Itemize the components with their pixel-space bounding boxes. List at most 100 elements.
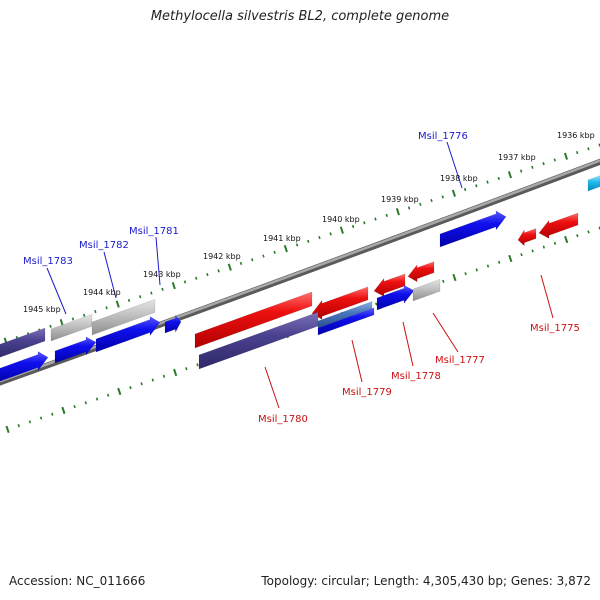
label-leader-lines: [46, 141, 554, 409]
tick-minor: [575, 150, 579, 155]
gene-arrow-reverse: [517, 228, 537, 247]
tick-major: [173, 368, 178, 377]
tick-minor: [475, 268, 479, 272]
tick-minor: [17, 424, 20, 428]
tick-minor: [196, 363, 199, 367]
tick-minor: [576, 234, 579, 238]
gene-arrow-forward: [54, 336, 97, 364]
tick-major: [283, 245, 288, 253]
tick-minor: [419, 202, 422, 206]
tick-minor: [307, 239, 310, 243]
leader-line: [155, 236, 161, 286]
tick-major: [508, 254, 513, 263]
tick-minor: [95, 397, 99, 401]
kbp-label: 1945 kbp: [23, 305, 61, 314]
gene-label-forward[interactable]: Msil_1781: [129, 226, 179, 237]
tick-minor: [51, 412, 54, 416]
outer-tick-track: [3, 143, 600, 345]
tick-minor: [39, 416, 43, 420]
tick-minor: [520, 253, 523, 257]
gene-label-reverse[interactable]: Msil_1780: [258, 414, 308, 425]
tick-minor: [239, 261, 243, 266]
tick-minor: [273, 250, 276, 254]
tick-major: [452, 273, 457, 282]
leader-line: [46, 267, 67, 315]
gene-red: [194, 291, 313, 349]
tick-minor: [363, 221, 366, 225]
tick-minor: [587, 230, 590, 234]
gene-track: [0, 175, 600, 382]
kbp-label: 1942 kbp: [203, 252, 241, 261]
tick-minor: [351, 224, 355, 229]
kbp-label: 1936 kbp: [557, 131, 595, 140]
tick-minor: [150, 291, 153, 295]
gene-arrow-reverse: [311, 286, 369, 320]
tick-minor: [375, 302, 378, 306]
kbp-label: 1940 kbp: [322, 215, 360, 224]
tick-minor: [587, 147, 590, 151]
gene-label-forward[interactable]: Msil_1776: [418, 131, 468, 142]
leader-line: [432, 312, 459, 353]
tick-minor: [161, 287, 164, 291]
leader-line: [540, 274, 554, 319]
tick-major: [563, 152, 569, 160]
kbp-scale-labels: 1936 kbp 1937 kbp 1938 kbp 1939 kbp 1940…: [23, 131, 595, 314]
tick-major: [117, 387, 122, 396]
tick-minor: [486, 180, 489, 184]
tick-minor: [542, 245, 546, 249]
gene-label-reverse[interactable]: Msil_1777: [435, 355, 485, 366]
tick-major: [115, 300, 120, 308]
kbp-label: 1943 kbp: [143, 270, 181, 279]
tick-minor: [531, 249, 534, 253]
tick-major: [339, 226, 344, 234]
tick-minor: [140, 382, 143, 386]
tick-minor: [497, 176, 500, 180]
kbp-label: 1937 kbp: [498, 153, 536, 162]
tick-minor: [553, 158, 556, 162]
leader-line: [103, 251, 117, 299]
map-title: Methylocella silvestris BL2, complete ge…: [150, 9, 450, 24]
gene-gray: [91, 298, 156, 336]
gene-arrow-forward: [95, 316, 161, 353]
tick-minor: [475, 184, 478, 188]
tick-minor: [127, 298, 131, 303]
tick-minor: [129, 386, 132, 390]
gene-arrow-forward-msil-1776: [439, 210, 507, 248]
gene-label-reverse[interactable]: Msil_1779: [342, 387, 392, 398]
gene-arrow-forward: [0, 350, 49, 382]
tick-major: [395, 208, 400, 216]
genome-backbone: [0, 158, 600, 386]
tick-minor: [497, 260, 501, 264]
tick-minor: [463, 187, 467, 192]
tick-minor: [374, 217, 377, 221]
tick-minor: [71, 317, 75, 321]
tick-minor: [162, 374, 166, 378]
gene-label-reverse[interactable]: Msil_1775: [530, 323, 580, 334]
gene-label-forward[interactable]: Msil_1783: [23, 256, 73, 267]
gene-arrow-reverse-msil-1775: [538, 212, 579, 239]
tick-minor: [486, 264, 490, 268]
tick-minor: [553, 241, 557, 245]
gene-label-forward[interactable]: Msil_1782: [79, 240, 129, 251]
tick-minor: [73, 405, 76, 409]
tick-minor: [106, 393, 110, 397]
tick-minor: [430, 199, 433, 203]
leader-line: [402, 321, 414, 367]
tick-minor: [206, 272, 209, 277]
tick-minor: [138, 295, 142, 299]
tick-minor: [442, 279, 445, 283]
tick-minor: [441, 195, 444, 199]
tick-minor: [464, 272, 467, 276]
tick-major: [564, 235, 569, 244]
gene-label-reverse[interactable]: Msil_1778: [391, 371, 441, 382]
kbp-label: 1941 kbp: [263, 234, 301, 243]
tick-minor: [531, 165, 534, 169]
tick-minor: [185, 367, 188, 371]
gene-cyan: [587, 175, 600, 192]
tick-major: [59, 318, 64, 327]
kbp-label: 1944 kbp: [83, 288, 121, 297]
tick-minor: [194, 276, 198, 280]
tick-minor: [49, 324, 52, 328]
genome-summary-text: Topology: circular; Length: 4,305,430 bp…: [261, 574, 591, 588]
